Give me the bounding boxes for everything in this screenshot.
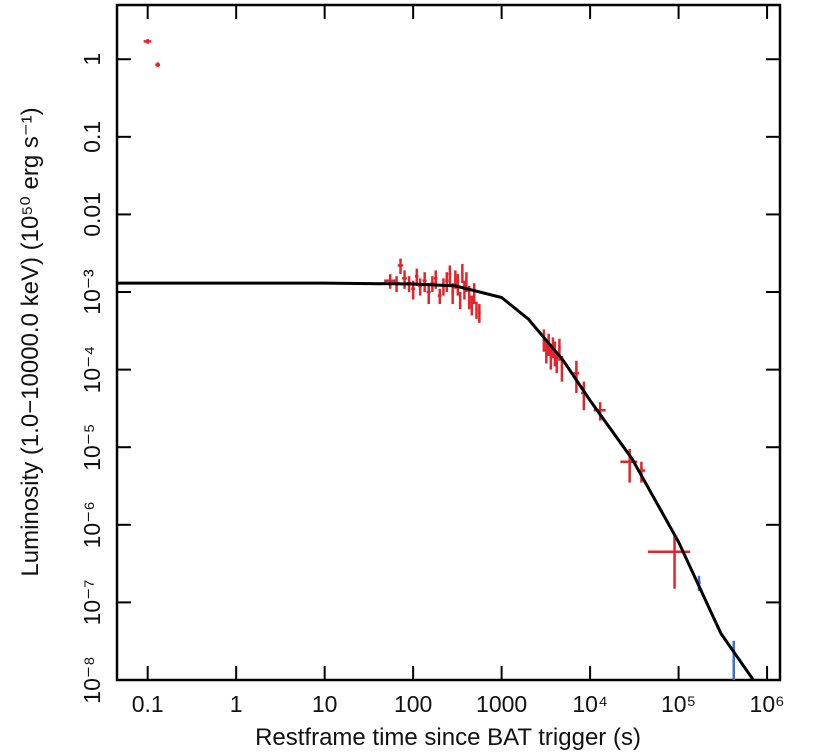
x-tick-label: 10⁵ (661, 691, 696, 717)
x-tick-label: 10 (312, 691, 338, 717)
model-line (117, 281, 755, 680)
x-tick-label: 10⁶ (750, 691, 785, 717)
x-tick-label: 100 (394, 691, 432, 717)
x-tick-label: 1 (230, 691, 243, 717)
y-tick-label: 10⁻⁶ (79, 501, 105, 548)
y-tick-label: 10⁻⁴ (79, 346, 105, 394)
y-tick-label: 10⁻³ (79, 269, 105, 315)
x-tick-label: 0.1 (132, 691, 164, 717)
x-axis-label: Restframe time since BAT trigger (s) (255, 724, 641, 751)
x-tick-label: 1000 (476, 691, 527, 717)
data-layer (117, 39, 755, 680)
plot-frame (115, 3, 782, 682)
x-tick-label: 10⁴ (572, 691, 607, 717)
y-tick-label: 10⁻⁷ (79, 579, 105, 625)
y-axis-label: Luminosity (1.0−10000.0 keV) (10⁵⁰ erg s… (17, 107, 44, 576)
y-tick-label: 0.01 (79, 192, 105, 237)
y-tick-label: 10⁻⁵ (79, 424, 105, 471)
y-tick-label: 10⁻⁸ (79, 656, 105, 703)
y-tick-label: 1 (79, 53, 105, 66)
y-tick-label: 0.1 (79, 121, 105, 153)
